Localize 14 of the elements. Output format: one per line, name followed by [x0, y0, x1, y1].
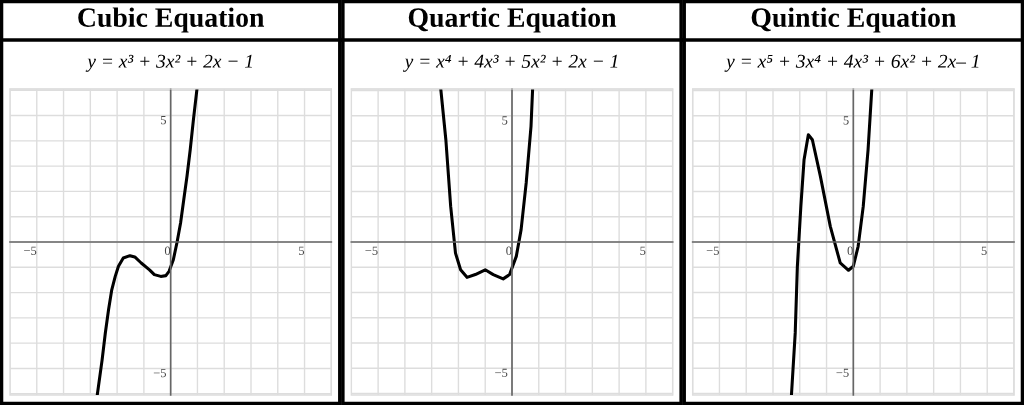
chart-title: Quintic Equation: [751, 7, 956, 33]
chart-subtitle: y = x³ + 3x² + 2x − 1: [85, 54, 252, 72]
x-tick-label: −5: [24, 246, 37, 255]
x-tick-label: 0: [164, 246, 171, 255]
x-tick-label: −5: [365, 246, 378, 255]
chart-subtitle: y = x⁴ + 4x³ + 5x² + 2x − 1: [403, 54, 618, 72]
x-tick-label: 0: [847, 246, 853, 255]
x-tick-label: 5: [640, 246, 646, 255]
x-tick-label: 5: [981, 246, 987, 255]
chart-title: Quartic Equation: [408, 7, 617, 33]
chart-subtitle: y = x⁵ + 3x⁴ + 4x³ + 6x² + 2x– 1: [724, 54, 979, 72]
x-tick-label: −5: [706, 246, 719, 255]
chart-title: Cubic Equation: [78, 7, 265, 33]
x-tick-label: 5: [299, 246, 305, 255]
